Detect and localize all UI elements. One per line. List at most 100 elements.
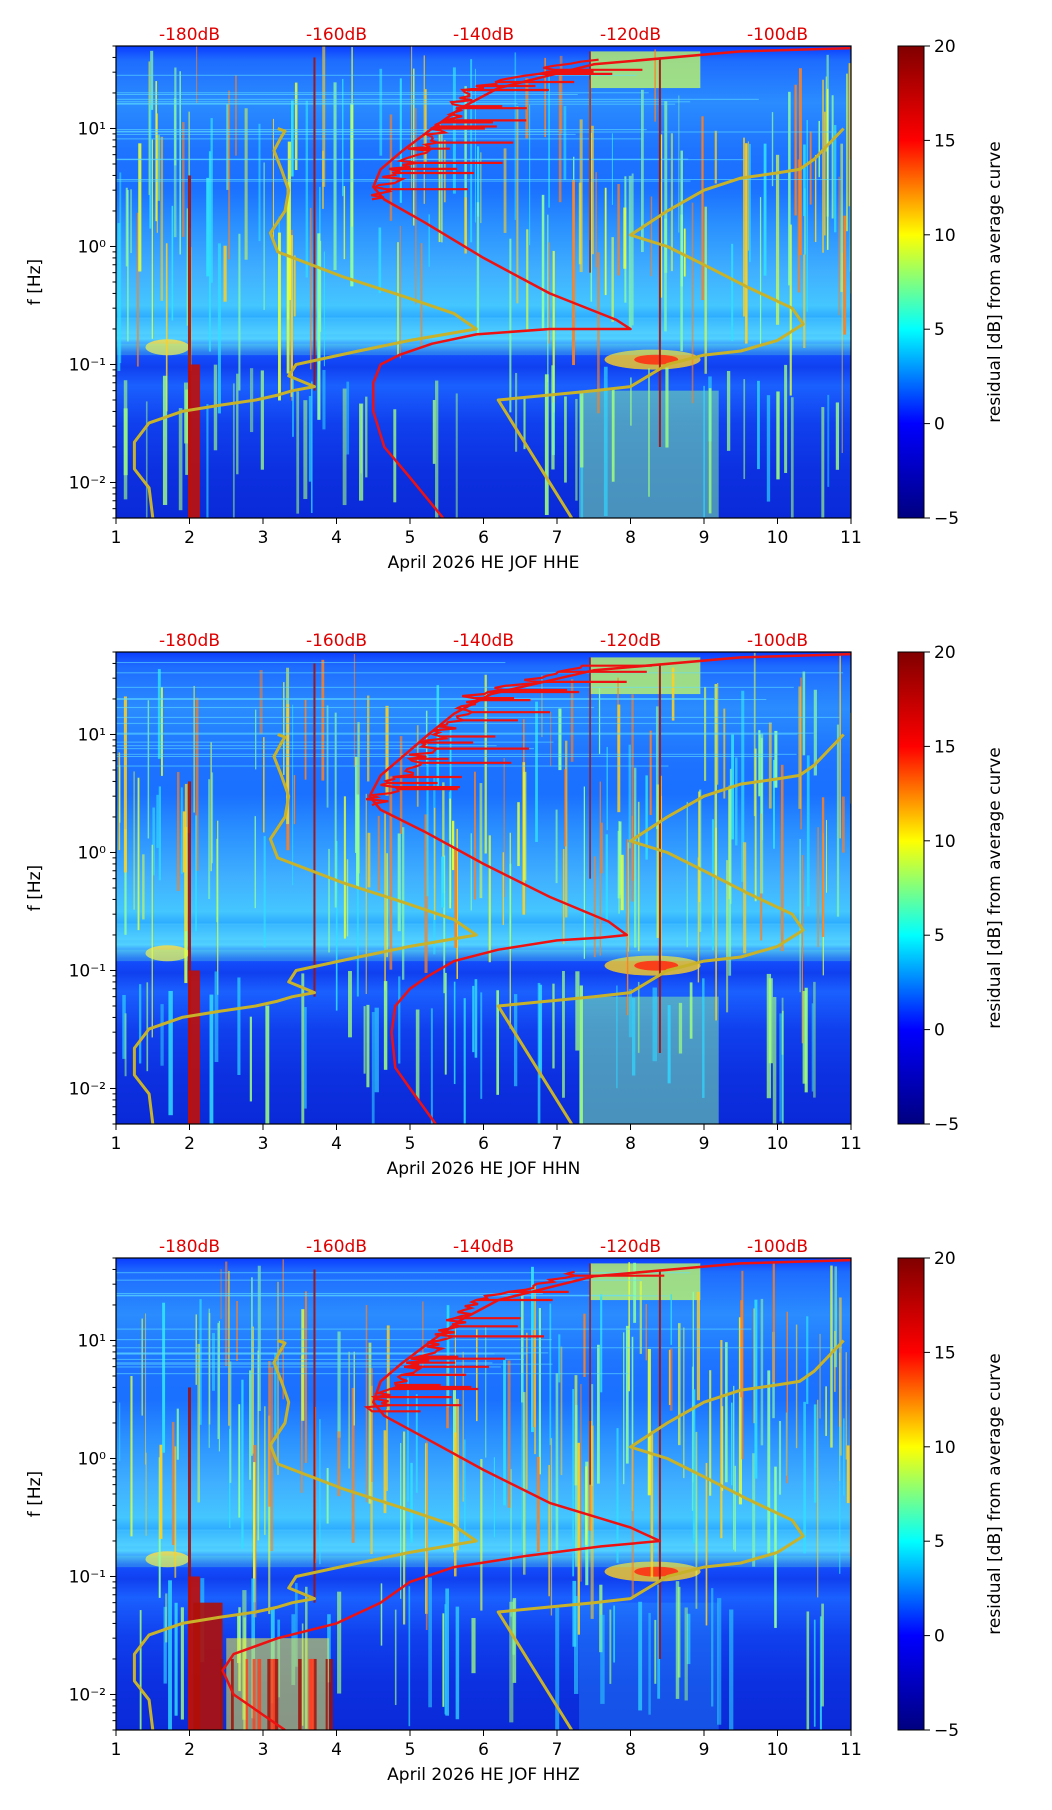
harmonic-line bbox=[116, 748, 534, 750]
noise-streak bbox=[268, 1415, 271, 1614]
noise-streak bbox=[600, 822, 603, 874]
noise-streak bbox=[127, 190, 129, 342]
high-noise-model-curve bbox=[496, 733, 845, 1124]
low-freq-streak bbox=[471, 1618, 476, 1674]
harmonic-line bbox=[116, 672, 844, 674]
noise-streak bbox=[771, 112, 774, 187]
colorbar-tick-label: 20 bbox=[934, 1249, 956, 1269]
low-freq-streak bbox=[249, 1016, 252, 1102]
noise-streak bbox=[834, 125, 837, 233]
x-axis-label: April 2026 HE JOF HHE bbox=[388, 553, 580, 573]
event-column bbox=[188, 175, 191, 518]
noise-streak bbox=[645, 775, 648, 860]
noise-streak bbox=[130, 189, 132, 254]
noise-streak bbox=[406, 1377, 409, 1502]
event-column-low bbox=[188, 970, 201, 1124]
microseism-band bbox=[116, 317, 851, 335]
db-scale-label: -120dB bbox=[600, 1237, 661, 1257]
low-freq-streak bbox=[260, 370, 264, 470]
noise-streak bbox=[367, 695, 370, 782]
hhz-event-streak bbox=[245, 1658, 248, 1730]
low-freq-streak bbox=[303, 400, 308, 500]
noise-streak bbox=[195, 697, 199, 871]
noise-streak bbox=[514, 52, 517, 221]
noise-streak bbox=[606, 746, 608, 831]
noise-streak bbox=[535, 701, 538, 842]
x-tick-label: 10 bbox=[767, 1134, 789, 1154]
noise-streak bbox=[794, 84, 797, 216]
noise-streak bbox=[843, 1418, 845, 1496]
colorbar-fill bbox=[897, 1257, 925, 1731]
noise-streak bbox=[379, 68, 383, 156]
noise-streak bbox=[818, 120, 820, 178]
low-freq-streak bbox=[579, 985, 583, 1124]
hhz-event-streak bbox=[313, 1658, 317, 1730]
noise-streak bbox=[268, 1361, 271, 1507]
noise-streak bbox=[337, 1331, 341, 1438]
event-column bbox=[188, 781, 191, 1124]
db-scale-label: -140dB bbox=[453, 1237, 514, 1257]
noise-streak bbox=[184, 783, 188, 932]
low-freq-streak bbox=[603, 366, 608, 517]
low-freq-streak bbox=[630, 377, 632, 426]
noise-streak bbox=[631, 694, 634, 881]
noise-streak bbox=[547, 214, 549, 383]
harmonic-line bbox=[116, 1339, 552, 1341]
low-freq-streak bbox=[555, 1607, 560, 1730]
harmonic-line bbox=[116, 699, 767, 701]
low-freq-streak bbox=[294, 1583, 298, 1667]
noise-streak bbox=[714, 684, 718, 877]
noise-streak bbox=[442, 782, 445, 894]
noise-streak bbox=[156, 113, 158, 233]
low-freq-streak bbox=[678, 1002, 683, 1054]
noise-streak bbox=[813, 1404, 817, 1503]
x-tick-label: 5 bbox=[405, 1134, 416, 1154]
low-freq-streak bbox=[648, 1612, 651, 1715]
y-tick-label: 10¹ bbox=[78, 119, 106, 139]
low-freq-streak bbox=[537, 982, 541, 1124]
noise-streak bbox=[633, 767, 637, 948]
noise-streak bbox=[365, 1305, 368, 1503]
noise-streak bbox=[758, 730, 761, 797]
event-column bbox=[313, 57, 316, 391]
noise-streak bbox=[160, 136, 164, 301]
y-tick-label: 10¹ bbox=[78, 725, 106, 745]
harmonic-line bbox=[116, 1352, 549, 1354]
noise-streak bbox=[400, 1442, 402, 1599]
noise-streak bbox=[541, 194, 545, 330]
noise-streak bbox=[117, 223, 121, 372]
colorbar-tick-label: 10 bbox=[934, 226, 956, 246]
noise-streak bbox=[305, 100, 309, 278]
low-freq-streak bbox=[430, 1008, 433, 1124]
low-freq-streak bbox=[168, 1580, 172, 1730]
low-freq-streak bbox=[374, 1007, 379, 1093]
noise-streak bbox=[148, 61, 150, 195]
harmonic-line bbox=[116, 1373, 629, 1375]
noise-streak bbox=[616, 1428, 619, 1563]
low-freq-streak bbox=[363, 1006, 366, 1074]
db-scale-label: -100dB bbox=[747, 631, 808, 651]
noise-streak bbox=[378, 227, 382, 294]
noise-streak bbox=[479, 783, 483, 899]
noise-streak bbox=[147, 700, 150, 839]
db-scale-label: -100dB bbox=[747, 1237, 808, 1257]
noise-streak bbox=[801, 855, 803, 1044]
noise-streak bbox=[333, 82, 337, 270]
noise-streak bbox=[699, 789, 702, 932]
low-freq-noise-patch bbox=[579, 996, 719, 1124]
x-axis-label: April 2026 HE JOF HHN bbox=[387, 1159, 581, 1179]
noise-streak bbox=[383, 1430, 387, 1514]
noise-streak bbox=[424, 814, 428, 973]
x-tick-label: 9 bbox=[699, 1134, 710, 1154]
noise-streak bbox=[255, 709, 257, 770]
noise-streak bbox=[252, 1326, 254, 1454]
noise-streak bbox=[228, 1271, 230, 1426]
low-freq-streak bbox=[185, 389, 190, 475]
noise-streak bbox=[509, 238, 512, 413]
low-freq-streak bbox=[616, 985, 618, 1089]
noise-streak bbox=[485, 1326, 487, 1458]
noise-streak bbox=[197, 1343, 200, 1503]
noise-streak bbox=[179, 71, 181, 255]
low-freq-streak bbox=[214, 971, 219, 1062]
panel-3: 1 2 3 4 5 6 7 8 9 10 11 10⁻² 10⁻¹ 10⁰ 10¹ -180dB -160dB -… bbox=[25, 1237, 1005, 1785]
